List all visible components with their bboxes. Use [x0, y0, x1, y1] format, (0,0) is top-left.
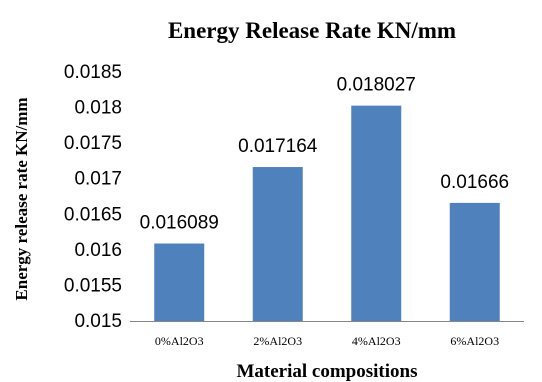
bar: [252, 167, 303, 321]
y-axis-ticks: 0.015 0.0155 0.016 0.0165 0.017 0.0175 0.018 0.…: [64, 62, 122, 332]
y-tick-label: 0.0185: [64, 62, 122, 83]
bar: [154, 243, 205, 321]
x-tick-label: 6%Al2O3: [450, 334, 499, 348]
data-labels: 0.016089 0.017164 0.018027 0.01666: [140, 75, 509, 234]
y-tick-label: 0.018: [74, 98, 122, 119]
x-axis-label: Material compositions: [236, 361, 417, 382]
y-tick-label: 0.0175: [64, 133, 122, 154]
y-tick-label: 0.016: [74, 240, 122, 261]
data-label: 0.01666: [440, 172, 509, 193]
bars: [154, 105, 500, 321]
y-tick-label: 0.0165: [64, 204, 122, 225]
y-tick-label: 0.015: [74, 311, 122, 332]
x-tick-label: 4%Al2O3: [352, 334, 401, 348]
y-axis-label: Energy release rate KN/mm: [12, 97, 31, 300]
data-label: 0.018027: [337, 75, 416, 96]
y-tick-label: 0.0155: [64, 275, 122, 296]
bar: [449, 202, 500, 321]
x-tick-label: 2%Al2O3: [253, 334, 302, 348]
data-label: 0.016089: [140, 213, 219, 234]
bar: [351, 105, 402, 321]
x-tick-label: 0%Al2O3: [155, 334, 204, 348]
x-axis-ticks: 0%Al2O3 2%Al2O3 4%Al2O3 6%Al2O3: [155, 334, 499, 348]
y-tick-label: 0.017: [74, 169, 122, 190]
data-label: 0.017164: [238, 136, 318, 157]
chart-title: Energy Release Rate KN/mm: [168, 18, 456, 43]
